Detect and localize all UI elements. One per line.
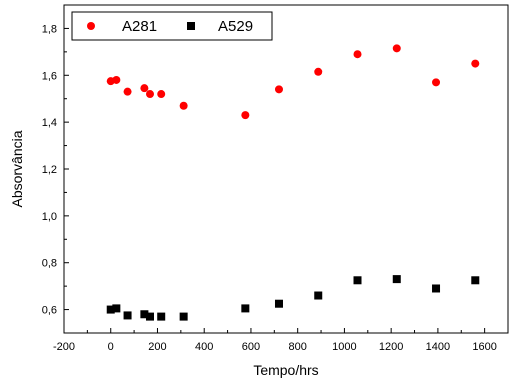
data-point-a281 bbox=[123, 87, 132, 96]
y-tick-label: 1,2 bbox=[42, 164, 57, 176]
legend-label-a529: A529 bbox=[218, 18, 253, 35]
data-point-a281 bbox=[392, 44, 401, 53]
y-axis-title: Absorvância bbox=[9, 130, 25, 207]
legend-marker-a529 bbox=[187, 22, 195, 30]
series-a281 bbox=[106, 44, 480, 120]
y-tick-label: 1,6 bbox=[42, 70, 57, 82]
x-tick-label: 1200 bbox=[379, 341, 403, 353]
y-tick-label: 1,4 bbox=[42, 117, 57, 129]
data-point-a529 bbox=[353, 276, 362, 285]
y-tick-label: 0,6 bbox=[42, 305, 57, 317]
data-point-a529 bbox=[432, 284, 441, 293]
data-point-a281 bbox=[274, 85, 283, 94]
legend-box bbox=[71, 11, 273, 41]
x-axis-title: Tempo/hrs bbox=[253, 362, 318, 378]
plot-frame bbox=[63, 4, 509, 334]
data-point-a281 bbox=[140, 84, 149, 93]
x-tick-label: 0 bbox=[108, 341, 114, 353]
data-point-a529 bbox=[140, 310, 149, 319]
legend-label-a281: A281 bbox=[122, 18, 157, 35]
x-tick-label: 1400 bbox=[426, 341, 450, 353]
data-point-a529 bbox=[314, 291, 323, 300]
data-point-a281 bbox=[432, 78, 441, 87]
data-point-a281 bbox=[112, 75, 121, 84]
y-tick-label: 1,8 bbox=[42, 23, 57, 35]
data-point-a529 bbox=[106, 305, 115, 314]
x-tick-label: 600 bbox=[242, 341, 260, 353]
x-axis: -200 0 200 400 600 800 1000 1200 1400 1600 bbox=[53, 328, 497, 353]
data-point-a281 bbox=[179, 101, 188, 110]
data-point-a529 bbox=[157, 312, 166, 321]
y-tick-label: 0,8 bbox=[42, 258, 57, 270]
y-axis: 0,6 0,8 1,0 1,2 1,4 1,6 1,8 bbox=[42, 23, 69, 334]
legend: A281 A529 bbox=[71, 11, 273, 41]
x-tick-label: 1000 bbox=[332, 341, 356, 353]
data-points bbox=[106, 44, 480, 321]
series-a529 bbox=[106, 275, 480, 321]
data-point-a529 bbox=[179, 312, 188, 321]
x-tick-label: 800 bbox=[289, 341, 307, 353]
data-point-a281 bbox=[353, 50, 362, 59]
data-point-a529 bbox=[392, 275, 401, 284]
x-tick-label: 1600 bbox=[472, 341, 496, 353]
data-point-a529 bbox=[112, 304, 121, 313]
data-point-a529 bbox=[274, 299, 283, 308]
data-point-a529 bbox=[123, 311, 132, 320]
data-point-a529 bbox=[241, 304, 250, 313]
x-tick-label: -200 bbox=[53, 341, 75, 353]
legend-marker-a281 bbox=[87, 22, 95, 30]
data-point-a529 bbox=[471, 276, 480, 285]
data-point-a529 bbox=[145, 312, 154, 321]
data-point-a281 bbox=[314, 67, 323, 76]
data-point-a281 bbox=[145, 90, 154, 99]
x-tick-label: 200 bbox=[148, 341, 166, 353]
x-tick-label: 400 bbox=[195, 341, 213, 353]
y-tick-label: 1,0 bbox=[42, 211, 57, 223]
data-point-a281 bbox=[157, 90, 166, 99]
data-point-a281 bbox=[241, 111, 250, 120]
data-point-a281 bbox=[471, 59, 480, 68]
